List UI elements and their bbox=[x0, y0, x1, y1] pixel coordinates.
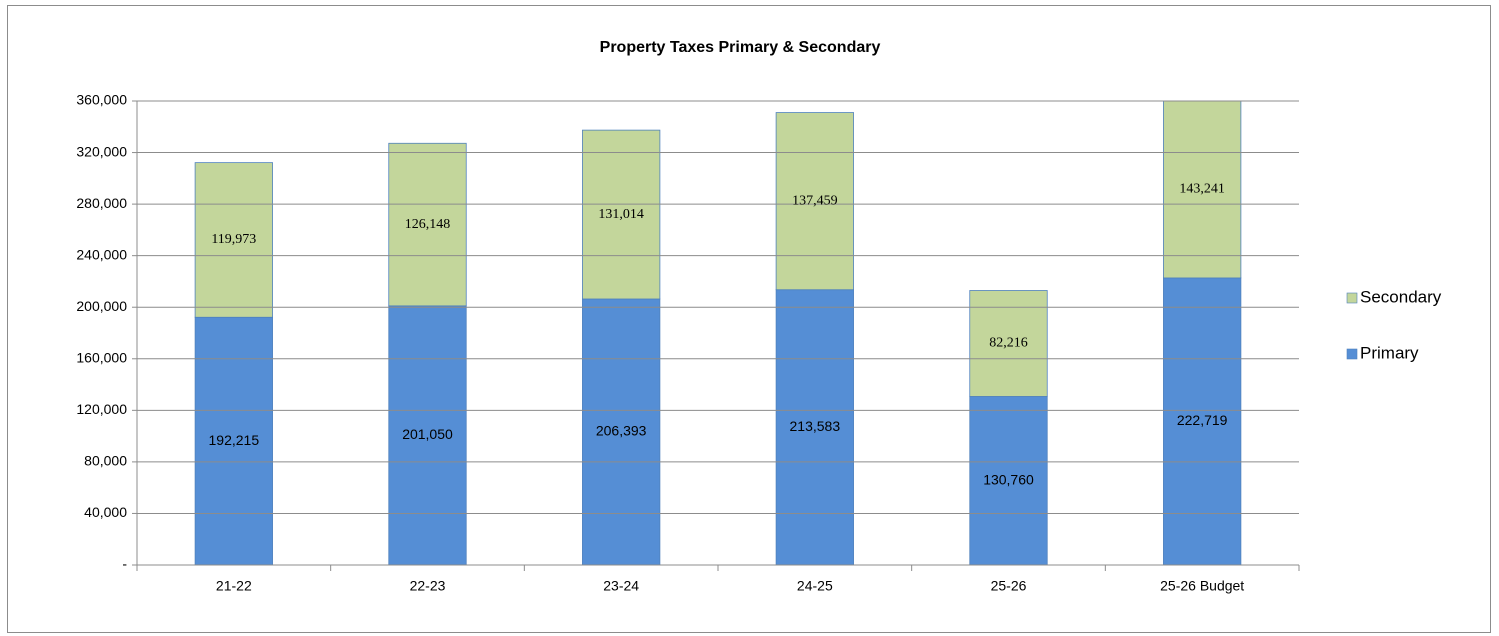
data-label: 213,583 bbox=[790, 418, 841, 434]
legend-label: Primary bbox=[1360, 343, 1419, 362]
x-tick-label: 25-26 Budget bbox=[1160, 578, 1244, 594]
legend-swatch bbox=[1346, 348, 1358, 360]
y-tick-label: 280,000 bbox=[76, 195, 127, 211]
y-tick-label: 160,000 bbox=[76, 349, 127, 365]
data-label: 119,973 bbox=[211, 232, 256, 247]
legend-label: Secondary bbox=[1360, 287, 1442, 306]
x-tick-label: 21-22 bbox=[216, 578, 252, 594]
bar-segment bbox=[582, 129, 661, 300]
y-tick-label: 240,000 bbox=[76, 246, 127, 262]
bar-segment bbox=[388, 305, 467, 566]
chart-title: Property Taxes Primary & Secondary bbox=[600, 39, 881, 56]
x-tick-label: 25-26 bbox=[991, 578, 1027, 594]
bar-segment bbox=[1163, 101, 1242, 279]
bar-segment bbox=[775, 289, 854, 566]
x-tick-label: 22-23 bbox=[410, 578, 446, 594]
data-label: 82,216 bbox=[989, 336, 1028, 351]
bar-segment bbox=[969, 290, 1048, 397]
x-tick-label: 23-24 bbox=[603, 578, 639, 594]
bar-segment bbox=[582, 298, 661, 566]
data-label: 222,719 bbox=[1177, 412, 1228, 428]
bars bbox=[194, 101, 1242, 566]
bar-segment bbox=[969, 396, 1048, 566]
data-label: 192,215 bbox=[209, 432, 260, 448]
y-tick-label: 360,000 bbox=[76, 92, 127, 108]
y-tick-label: 40,000 bbox=[84, 504, 127, 520]
y-tick-label: 80,000 bbox=[84, 453, 127, 469]
data-label: 206,393 bbox=[596, 423, 647, 439]
y-tick-label: 320,000 bbox=[76, 143, 127, 159]
data-label: 201,050 bbox=[402, 426, 453, 442]
bar-segment bbox=[1163, 277, 1242, 566]
y-tick-label: 200,000 bbox=[76, 298, 127, 314]
bar-segment bbox=[775, 112, 854, 291]
bar-segment bbox=[194, 162, 273, 318]
legend-swatch bbox=[1346, 292, 1358, 304]
x-tick-label: 24-25 bbox=[797, 578, 833, 594]
data-label: 126,148 bbox=[405, 217, 451, 232]
y-tick-label: 120,000 bbox=[76, 401, 127, 417]
data-label: 130,760 bbox=[983, 471, 1034, 487]
bar-segment bbox=[388, 142, 467, 307]
y-tick-label: - bbox=[122, 556, 127, 572]
data-label: 131,014 bbox=[598, 207, 644, 222]
data-label: 137,459 bbox=[792, 193, 838, 208]
data-label: 143,241 bbox=[1179, 182, 1225, 197]
